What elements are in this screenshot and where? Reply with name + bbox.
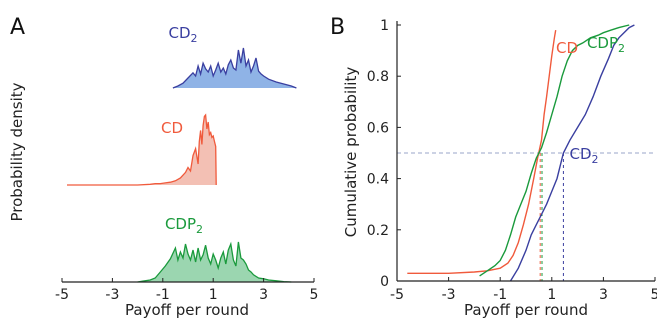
cdf-line-cd	[407, 29, 557, 274]
density-line-cd2	[172, 47, 297, 89]
panel-a: A CD2 CD CDP2 -5 -3 -1 1 3 5 Payoff per round P…	[8, 15, 318, 319]
y-tick-label: 0.6	[367, 120, 389, 136]
density-line-cdp2	[137, 241, 292, 283]
panel-b-x-ticks: -5 -3 -1 1 3 5	[390, 277, 657, 303]
x-tick-label: -3	[105, 287, 119, 303]
density-fill-cd	[67, 115, 217, 185]
x-tick-label: -1	[493, 287, 507, 303]
panel-a-series-labels: CD2 CD CDP2	[161, 24, 203, 236]
series-label-a-cdp2: CDP2	[165, 215, 203, 236]
x-tick-label: -5	[55, 287, 69, 303]
x-tick-label: 1	[209, 287, 218, 303]
y-tick-label: 0.4	[367, 172, 389, 188]
panel-b: B CD CDP2 CD2 -5 -3 -1 1 3 5 0 0.2 0.4 0.6 0.8 1 Pay…	[330, 15, 657, 319]
panel-a-density-curves	[67, 47, 297, 283]
panel-a-letter: A	[10, 15, 25, 40]
panel-b-reference-lines	[397, 152, 655, 281]
series-label-b-cdp2: CDP2	[587, 34, 625, 55]
panel-a-x-ticks: -5 -3 -1 1 3 5	[55, 278, 318, 303]
x-tick-label: -5	[390, 287, 404, 303]
series-label-a-cd: CD	[161, 119, 183, 137]
x-tick-label: 5	[310, 287, 319, 303]
panel-b-x-label: Payoff per round	[464, 301, 588, 319]
series-label-b-cd: CD	[556, 39, 578, 57]
panel-b-series-labels: CD CDP2 CD2	[556, 34, 625, 166]
series-label-a-cd2: CD2	[168, 24, 197, 45]
y-tick-label: 1	[380, 18, 389, 34]
x-tick-label: 3	[259, 287, 268, 303]
panel-a-y-label: Probability density	[8, 82, 26, 221]
y-tick-label: 0.2	[367, 223, 389, 239]
panel-b-letter: B	[330, 15, 345, 40]
cdf-line-cd2	[509, 24, 635, 282]
series-label-b-cd2: CD2	[569, 145, 598, 166]
panel-b-cdf-curves	[407, 24, 635, 282]
panel-a-x-label: Payoff per round	[125, 301, 249, 319]
density-line-cd	[67, 113, 217, 186]
cdf-line-cdp2	[479, 24, 630, 277]
density-fill-cdp2	[137, 242, 292, 282]
panel-b-y-ticks: 0 0.2 0.4 0.6 0.8 1	[367, 18, 401, 290]
x-tick-label: 5	[651, 287, 657, 303]
panel-b-axes	[396, 21, 655, 282]
x-tick-label: -3	[442, 287, 456, 303]
x-tick-label: 1	[547, 287, 556, 303]
x-tick-label: 3	[599, 287, 608, 303]
y-tick-label: 0.8	[367, 69, 389, 85]
panel-b-y-label: Cumulative probability	[342, 67, 360, 238]
x-tick-label: -1	[156, 287, 170, 303]
y-tick-label: 0	[380, 274, 389, 290]
